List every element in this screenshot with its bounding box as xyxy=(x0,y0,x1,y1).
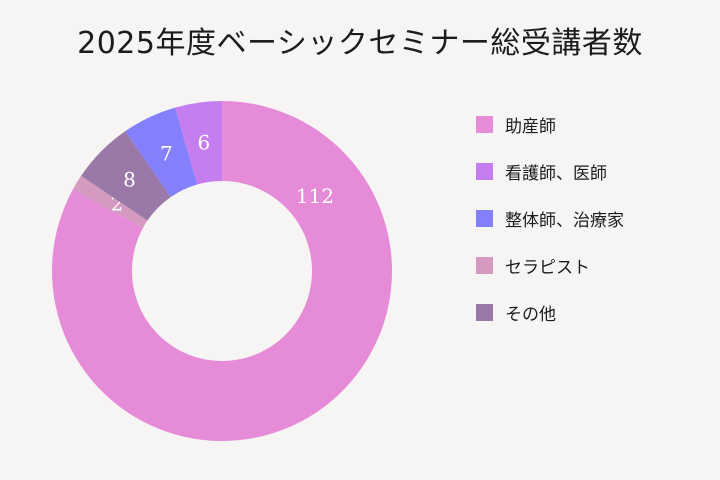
legend-item: 整体師、治療家 xyxy=(476,206,624,231)
slice-label-3: 7 xyxy=(160,142,173,166)
legend-label: セラピスト xyxy=(505,257,590,278)
slice-4 xyxy=(72,175,148,228)
legend: 助産師看護師、医師 整体師、治療家 セラピストその他 xyxy=(476,112,624,347)
legend-label: 看護師、医師 xyxy=(505,163,607,184)
slice-label-2: 6 xyxy=(198,130,211,154)
slice-3 xyxy=(125,107,198,197)
legend-label: 整体師、治療家 xyxy=(505,210,624,231)
legend-swatch xyxy=(476,162,493,180)
legend-swatch xyxy=(476,115,493,133)
slice-2 xyxy=(175,101,222,185)
legend-item: 助産師 xyxy=(476,112,624,137)
slice-label-5: 8 xyxy=(123,168,136,192)
slice-5 xyxy=(81,131,171,221)
legend-item: セラピスト xyxy=(476,253,624,278)
chart-title: 2025年度ベーシックセミナー総受講者数 xyxy=(77,26,643,61)
legend-label: 助産師 xyxy=(505,116,556,137)
legend-item: 看護師、医師 xyxy=(476,159,624,184)
legend-item: その他 xyxy=(476,300,624,325)
legend-label: その他 xyxy=(505,304,556,325)
legend-swatch xyxy=(476,303,493,321)
legend-swatch xyxy=(476,256,493,274)
slice-1 xyxy=(51,101,392,441)
slice-label-1: 112 xyxy=(296,184,334,208)
legend-swatch xyxy=(476,209,493,227)
